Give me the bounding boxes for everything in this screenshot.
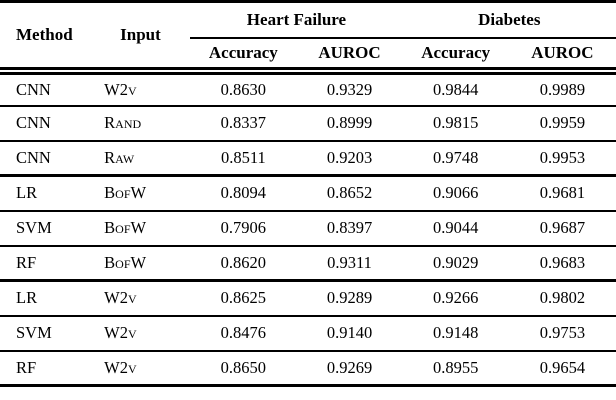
cell-hf-auroc: 0.8999 (326, 113, 373, 132)
cell-hf-auroc: 0.9329 (326, 79, 373, 99)
cell-input: Raw (104, 147, 135, 167)
cell-method: SVM (16, 218, 52, 237)
cell-method: LR (16, 288, 38, 308)
col-header-hf-accuracy: Accuracy (190, 37, 297, 75)
table-row: SVM BofW 0.7906 0.8397 0.9044 0.9687 (0, 211, 616, 246)
cell-method: LR (16, 183, 38, 203)
table-row: CNN W2v 0.8630 0.9329 0.9844 0.9989 (0, 71, 616, 106)
col-group-diabetes: Diabetes (402, 1, 616, 39)
header-group-row: Method Input Heart Failure Diabetes (0, 1, 616, 75)
table-row: CNN Rand 0.8337 0.8999 0.9815 0.9959 (0, 106, 616, 141)
cell-hf-auroc: 0.8397 (326, 218, 373, 237)
cell-hf-accuracy: 0.8094 (220, 183, 267, 203)
cell-hf-accuracy: 0.8625 (220, 288, 267, 308)
cell-input: BofW (104, 218, 147, 237)
cell-hf-accuracy: 0.8620 (220, 252, 267, 272)
cell-method: CNN (16, 147, 51, 167)
cell-method: CNN (16, 79, 51, 99)
table-row: LR W2v 0.8625 0.9289 0.9266 0.9802 (0, 281, 616, 316)
cell-input: W2v (104, 79, 137, 99)
cell-method: SVM (16, 323, 52, 342)
cell-input: BofW (104, 183, 147, 203)
table-row: RF BofW 0.8620 0.9311 0.9029 0.9683 (0, 246, 616, 281)
cell-hf-auroc: 0.9311 (327, 252, 372, 272)
cell-input: W2v (104, 288, 137, 308)
cell-hf-auroc: 0.9269 (326, 357, 373, 377)
col-header-db-accuracy: Accuracy (402, 37, 509, 75)
cell-input: W2v (104, 323, 137, 342)
table-body: CNN W2v 0.8630 0.9329 0.9844 0.9989 CNN … (0, 71, 616, 386)
col-header-method: Method (0, 1, 105, 75)
cell-db-accuracy: 0.9748 (433, 147, 479, 167)
cell-db-auroc: 0.9683 (539, 252, 586, 272)
cell-input: Rand (104, 113, 142, 132)
cell-input: BofW (104, 252, 147, 272)
col-header-input: Input (104, 1, 191, 75)
table-row: RF W2v 0.8650 0.9269 0.8955 0.9654 (0, 351, 616, 386)
results-table: Method Input Heart Failure Diabetes Accu… (0, 0, 616, 387)
table-row: CNN Raw 0.8511 0.9203 0.9748 0.9953 (0, 141, 616, 176)
cell-hf-accuracy: 0.8337 (220, 113, 267, 132)
cell-hf-accuracy: 0.8650 (220, 357, 267, 377)
cell-hf-accuracy: 0.8630 (220, 79, 267, 99)
cell-db-accuracy: 0.9044 (433, 218, 479, 237)
cell-db-auroc: 0.9687 (539, 218, 586, 237)
cell-db-auroc: 0.9753 (539, 323, 586, 342)
cell-hf-auroc: 0.9140 (326, 323, 373, 342)
cell-db-auroc: 0.9654 (539, 357, 586, 377)
cell-db-accuracy: 0.8955 (433, 357, 479, 377)
col-header-db-auroc: AUROC (508, 37, 616, 75)
header-sub-row: Accuracy AUROC Accuracy AUROC (0, 37, 616, 75)
cell-hf-auroc: 0.8652 (326, 183, 373, 203)
cell-db-auroc: 0.9959 (539, 113, 586, 132)
cell-db-accuracy: 0.9148 (433, 323, 479, 342)
cell-db-accuracy: 0.9266 (433, 288, 479, 308)
cell-db-auroc: 0.9681 (539, 183, 586, 203)
cell-db-accuracy: 0.9815 (433, 113, 479, 132)
cell-method: RF (16, 357, 37, 377)
cell-method: RF (16, 252, 37, 272)
cell-hf-auroc: 0.9203 (326, 147, 373, 167)
cell-input: W2v (104, 357, 137, 377)
cell-db-auroc: 0.9989 (539, 79, 586, 99)
cell-db-auroc: 0.9953 (539, 147, 586, 167)
cell-hf-accuracy: 0.8476 (220, 323, 267, 342)
cell-method: CNN (16, 113, 51, 132)
table-row: SVM W2v 0.8476 0.9140 0.9148 0.9753 (0, 316, 616, 351)
cell-hf-auroc: 0.9289 (326, 288, 373, 308)
cell-hf-accuracy: 0.7906 (220, 218, 267, 237)
cell-db-accuracy: 0.9066 (433, 183, 479, 203)
cell-db-accuracy: 0.9029 (433, 252, 479, 272)
cell-db-auroc: 0.9802 (539, 288, 586, 308)
cell-hf-accuracy: 0.8511 (220, 147, 266, 167)
col-group-heart-failure: Heart Failure (190, 1, 403, 39)
table-row: LR BofW 0.8094 0.8652 0.9066 0.9681 (0, 176, 616, 211)
table-header: Method Input Heart Failure Diabetes Accu… (0, 1, 616, 75)
col-header-hf-auroc: AUROC (296, 37, 403, 75)
cell-db-accuracy: 0.9844 (433, 79, 479, 99)
